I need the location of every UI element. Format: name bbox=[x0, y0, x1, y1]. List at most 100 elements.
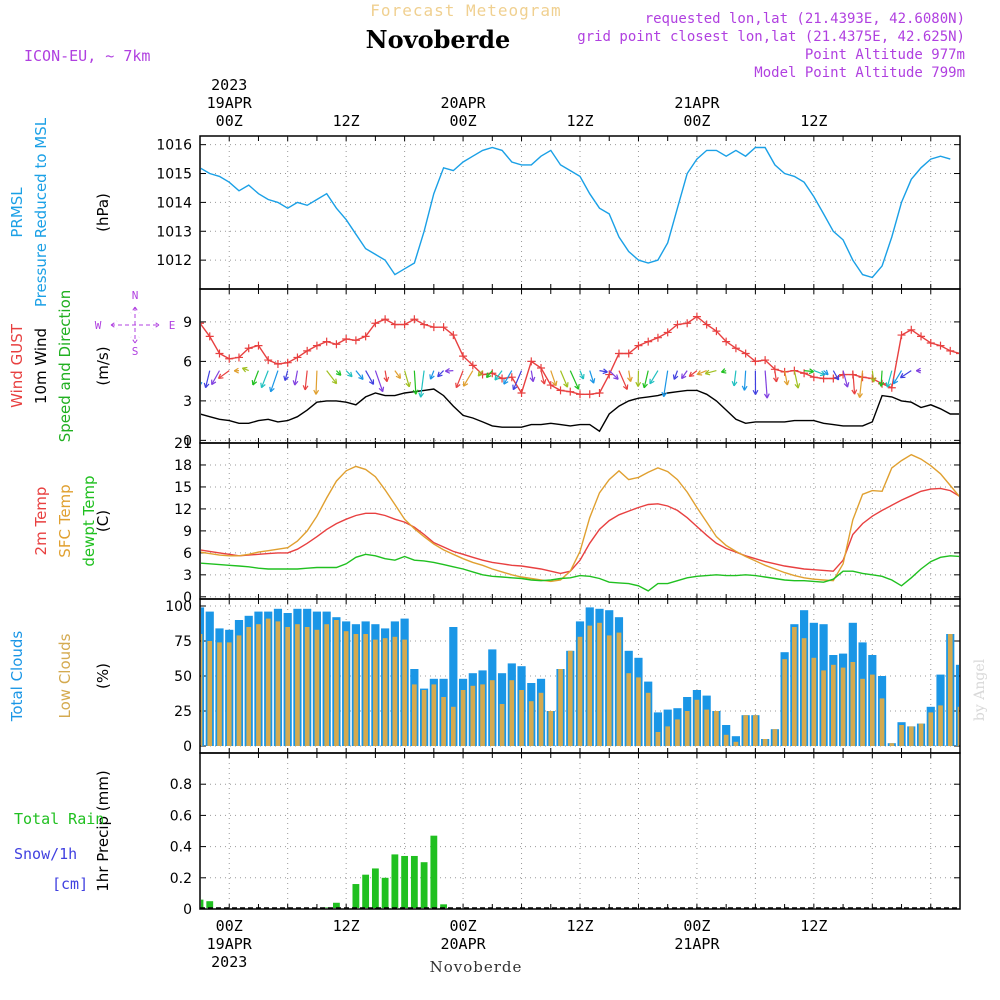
low-cloud-bar bbox=[373, 639, 378, 746]
bottom-axis-label: 21APR bbox=[674, 935, 720, 953]
total-cloud-bar bbox=[731, 736, 740, 746]
wind-arrow-head bbox=[661, 391, 668, 398]
low-cloud-bar bbox=[626, 673, 632, 746]
wind-arrow-head bbox=[462, 381, 469, 387]
gust-marker bbox=[809, 373, 818, 382]
low-cloud-bar bbox=[343, 631, 349, 746]
unit-label: 1hr Precip (mm) bbox=[94, 770, 112, 891]
panel-temp: 0 3 6 9 12 15 18 21 (C) 2m Temp SFC Temp dewpt Temp bbox=[32, 436, 961, 606]
station-title: Novoberde bbox=[366, 25, 511, 54]
low-cloud-bar bbox=[353, 634, 359, 746]
rain-bar bbox=[323, 907, 331, 908]
wind-arrow bbox=[813, 370, 826, 376]
wind-arrow bbox=[550, 370, 557, 386]
gust-marker bbox=[985, 357, 993, 365]
low-cloud-bar bbox=[470, 685, 476, 746]
wind-arrow-head bbox=[429, 374, 435, 380]
low-cloud-bar bbox=[217, 642, 222, 746]
gust-marker bbox=[439, 323, 448, 332]
rain-bar bbox=[430, 835, 438, 908]
gust-marker bbox=[566, 387, 575, 396]
low-cloud-bar bbox=[421, 690, 427, 746]
compass-w: W bbox=[95, 319, 102, 332]
gust-marker bbox=[429, 323, 438, 332]
model-label: ICON-EU, ~ 7km bbox=[24, 47, 150, 65]
low-cloud-bar bbox=[782, 659, 787, 746]
gust-marker bbox=[449, 331, 458, 340]
gust-marker bbox=[966, 373, 974, 381]
wind-arrow-head bbox=[731, 381, 738, 387]
gust-marker bbox=[624, 349, 633, 358]
wind-arrow-head bbox=[455, 382, 461, 389]
wind-arrow-head bbox=[217, 373, 224, 380]
ytick-label: 1014 bbox=[156, 195, 192, 211]
wind-arrow-head bbox=[201, 381, 203, 385]
rain-bar bbox=[401, 855, 409, 908]
gust-marker bbox=[332, 340, 341, 349]
low-cloud-bar bbox=[412, 684, 417, 746]
wind-arrow-head bbox=[529, 376, 536, 383]
top-axis-label: 00Z bbox=[216, 112, 243, 130]
wind-arrow bbox=[774, 370, 778, 383]
series-label: [cm] bbox=[52, 875, 88, 893]
gust-marker bbox=[644, 337, 653, 346]
gust-marker bbox=[897, 331, 906, 340]
low-cloud-bar bbox=[188, 654, 193, 746]
wind-arrow-head bbox=[649, 378, 655, 385]
low-cloud-bar bbox=[869, 674, 875, 746]
wind-arrow-head bbox=[808, 368, 815, 375]
gust-marker bbox=[995, 330, 1000, 338]
wind-arrow bbox=[394, 370, 401, 379]
top-axis-label: 00Z bbox=[450, 112, 477, 130]
gust-marker bbox=[683, 319, 692, 328]
model-altitude: Model Point Altitude 799m bbox=[754, 65, 965, 81]
wind-arrow-head bbox=[681, 373, 687, 380]
low-cloud-bar bbox=[441, 697, 446, 746]
wind-arrow-head bbox=[368, 379, 375, 385]
gust-marker bbox=[527, 357, 536, 366]
wind-arrow-head bbox=[241, 366, 248, 373]
gust-marker bbox=[303, 346, 312, 355]
low-cloud-bar bbox=[324, 624, 330, 746]
wind-arrow-head bbox=[741, 385, 748, 391]
wind-arrow-head bbox=[563, 382, 569, 388]
series-prmsl bbox=[201, 146, 951, 279]
wind-arrow-head bbox=[313, 389, 320, 395]
low-cloud-bar bbox=[606, 635, 612, 746]
gust-marker bbox=[956, 352, 959, 355]
panel-pressure: 1012 1013 1014 1015 1016 (hPa) PRMSL Pressure R… bbox=[8, 117, 961, 307]
low-cloud-bar bbox=[431, 684, 437, 746]
low-cloud-bar bbox=[363, 634, 368, 746]
series-label: Speed and Direction bbox=[56, 290, 74, 443]
gust-marker bbox=[293, 353, 302, 362]
ytick-label: 1015 bbox=[156, 167, 192, 183]
wind-arrow-head bbox=[851, 389, 858, 395]
wind-arrow bbox=[628, 370, 632, 382]
wind-arrow bbox=[252, 370, 260, 386]
wind-arrow-head bbox=[672, 374, 679, 380]
low-cloud-bar bbox=[645, 692, 651, 746]
wind-arrow bbox=[832, 370, 840, 381]
low-cloud-bar bbox=[558, 669, 563, 746]
low-cloud-bar bbox=[226, 642, 232, 746]
low-cloud-bar bbox=[879, 698, 885, 746]
low-cloud-bar bbox=[772, 729, 778, 746]
low-cloud-bar bbox=[957, 706, 959, 746]
ytick-label: 6 bbox=[183, 354, 192, 370]
panel-clouds: 0 25 50 75 100 (%) Total Clouds Low Clouds bbox=[8, 598, 961, 755]
unit-label: (%) bbox=[94, 663, 112, 689]
low-cloud-bar bbox=[334, 620, 339, 746]
low-cloud-bar bbox=[840, 667, 846, 746]
bottom-axis-label: 12Z bbox=[800, 917, 827, 935]
gust-marker bbox=[459, 352, 468, 361]
wind-arrow-head bbox=[915, 367, 921, 374]
wind-arrow bbox=[649, 370, 659, 385]
wind-arrow bbox=[190, 371, 192, 382]
ytick-label: 18 bbox=[174, 458, 192, 474]
low-cloud-bar bbox=[908, 726, 914, 746]
wind-arrow-head bbox=[688, 371, 695, 378]
wind-arrow-head bbox=[772, 377, 779, 383]
rain-bar bbox=[352, 884, 360, 908]
wind-arrow-head bbox=[892, 378, 899, 385]
bottom-axis-label: 12Z bbox=[333, 917, 360, 935]
